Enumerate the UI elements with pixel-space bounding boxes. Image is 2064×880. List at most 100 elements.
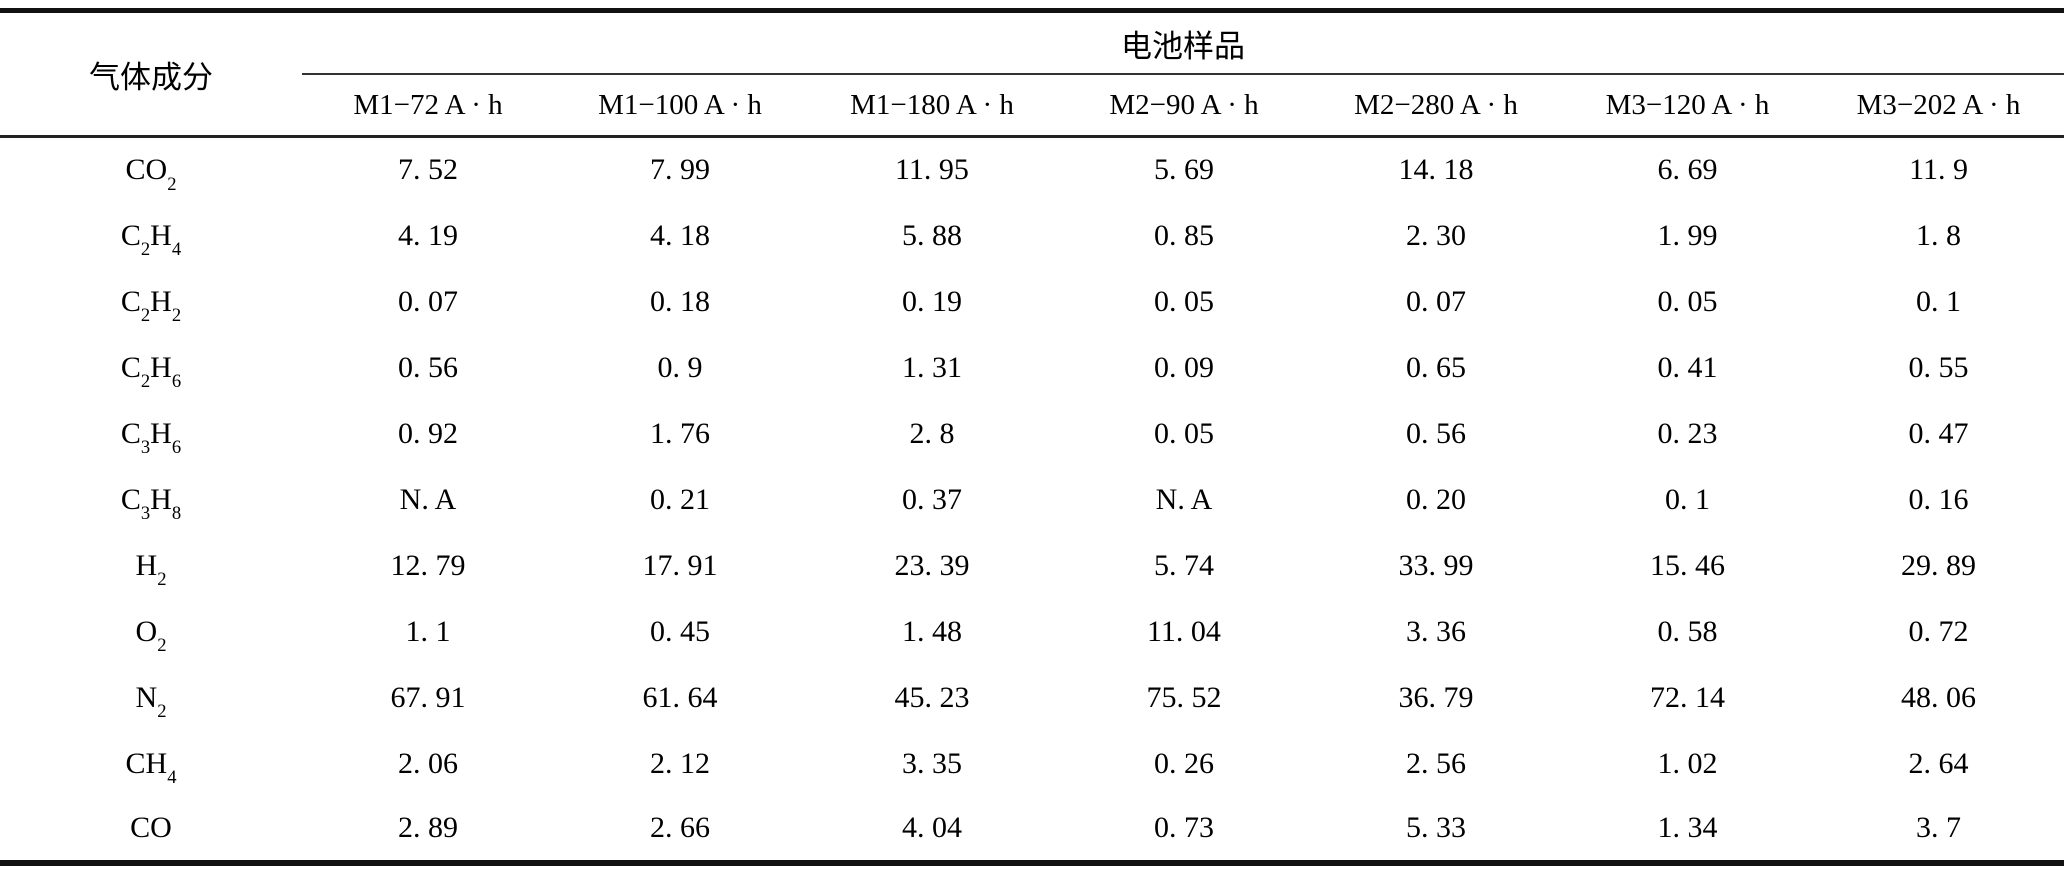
value-cell: N. A: [1155, 482, 1213, 516]
value-cell: 0. 05: [1154, 284, 1214, 318]
value-cell: 0. 1: [1665, 482, 1710, 516]
value-cell: 0. 05: [1657, 284, 1718, 318]
value-cell: 0. 92: [398, 416, 458, 450]
value-cell: 1. 48: [902, 614, 962, 648]
value-cell: 11. 9: [1909, 153, 1968, 187]
value-cell: 0. 73: [1154, 811, 1214, 844]
value-cell: 67. 91: [390, 680, 466, 714]
value-cell: 2. 06: [398, 746, 458, 780]
value-cell: 0. 37: [902, 482, 962, 516]
table-row: CO 2. 89 2. 66 4. 04 0. 73 5. 33 1. 34 3. 7: [0, 797, 2064, 863]
value-cell: 0. 05: [1154, 416, 1214, 450]
table-row: N2 67. 91 61. 64 45. 23 75. 52 36. 79 72. 14 48…: [0, 665, 2064, 731]
value-cell: 1. 1: [405, 614, 451, 648]
column-header: M3−120 A · h: [1605, 88, 1770, 121]
gas-label: C2H4: [120, 218, 182, 260]
value-cell: 2. 89: [398, 811, 458, 844]
table-row: C2H6 0. 56 0. 9 1. 31 0. 09 0. 65 0. 41 0. 55: [0, 335, 2064, 401]
value-cell: 2. 30: [1406, 218, 1466, 252]
column-header: M3−202 A · h: [1856, 88, 2021, 121]
column-header: M1−100 A · h: [598, 88, 762, 121]
value-cell: 0. 56: [398, 350, 458, 384]
table-row: C3H8 N. A 0. 21 0. 37 N. A 0. 20 0. 1 0. 16: [0, 467, 2064, 533]
gas-label: CO2: [125, 153, 177, 195]
gas-label: C3H8: [120, 482, 182, 524]
value-cell: 0. 47: [1908, 416, 1969, 450]
value-cell: 7. 99: [650, 153, 710, 187]
value-cell: 0. 9: [657, 350, 703, 384]
table-body: CO2 7. 52 7. 99 11. 95 5. 69 14. 18 6. 69 11. 9…: [0, 137, 2064, 863]
gas-label: C2H2: [120, 284, 182, 326]
value-cell: 15. 46: [1650, 548, 1725, 582]
column-header: M1−72 A · h: [353, 88, 503, 121]
value-cell: 0. 23: [1657, 416, 1718, 450]
column-header-row: M1−72 A · h M1−100 A · h M1−180 A · h M2−90…: [0, 74, 2064, 137]
column-group-title: 电池样品: [302, 10, 2064, 75]
gas-label: CO: [130, 811, 172, 844]
value-cell: 0. 18: [650, 284, 710, 318]
column-header: M2−280 A · h: [1354, 88, 1518, 121]
value-cell: 45. 23: [894, 680, 970, 714]
table-row: O2 1. 1 0. 45 1. 48 11. 04 3. 36 0. 58 0. 72: [0, 599, 2064, 665]
value-cell: 1. 8: [1916, 218, 1962, 252]
value-cell: 3. 7: [1916, 811, 1962, 844]
value-cell: 1. 02: [1657, 746, 1718, 780]
value-cell: 4. 19: [398, 218, 458, 252]
value-cell: 75. 52: [1146, 680, 1222, 714]
table-row: C2H2 0. 07 0. 18 0. 19 0. 05 0. 07 0. 05 0. 1: [0, 269, 2064, 335]
column-header: M2−90 A · h: [1109, 88, 1259, 121]
value-cell: 2. 64: [1908, 746, 1969, 780]
value-cell: 5. 33: [1406, 811, 1466, 844]
value-cell: 0. 19: [902, 284, 962, 318]
column-header: M1−180 A · h: [850, 88, 1014, 121]
value-cell: 5. 69: [1154, 153, 1214, 187]
value-cell: 5. 74: [1154, 548, 1214, 582]
table-row: CO2 7. 52 7. 99 11. 95 5. 69 14. 18 6. 69 11. 9: [0, 137, 2064, 203]
value-cell: 0. 72: [1908, 614, 1969, 648]
value-cell: 4. 04: [902, 811, 962, 844]
value-cell: 0. 1: [1916, 284, 1962, 318]
value-cell: 0. 16: [1908, 482, 1969, 516]
value-cell: 3. 36: [1406, 614, 1466, 648]
value-cell: 2. 8: [909, 416, 955, 450]
gas-label: H2: [135, 548, 167, 590]
value-cell: 2. 66: [650, 811, 710, 844]
value-cell: 0. 20: [1406, 482, 1466, 516]
table-row: C3H6 0. 92 1. 76 2. 8 0. 05 0. 56 0. 23 0. 47: [0, 401, 2064, 467]
value-cell: 1. 34: [1657, 811, 1718, 844]
value-cell: 29. 89: [1901, 548, 1977, 582]
value-cell: 0. 07: [1406, 284, 1466, 318]
value-cell: 72. 14: [1650, 680, 1725, 714]
value-cell: 7. 52: [398, 153, 458, 187]
value-cell: 0. 09: [1154, 350, 1214, 384]
value-cell: 11. 95: [895, 153, 969, 187]
gas-label: C3H6: [120, 416, 182, 458]
value-cell: 0. 26: [1154, 746, 1214, 780]
value-cell: 33. 99: [1398, 548, 1474, 582]
value-cell: 3. 35: [902, 746, 962, 780]
row-header-title: 气体成分: [89, 59, 213, 95]
table-row: C2H4 4. 19 4. 18 5. 88 0. 85 2. 30 1. 99 1. 8: [0, 203, 2064, 269]
value-cell: N. A: [399, 482, 457, 516]
value-cell: 0. 65: [1406, 350, 1466, 384]
value-cell: 0. 07: [398, 284, 458, 318]
gas-label: O2: [135, 614, 167, 656]
value-cell: 1. 31: [902, 350, 962, 384]
gas-label: CH4: [125, 746, 177, 788]
gas-composition-table: 气体成分 电池样品 M1−72 A · h M1−100 A · h M1−180 …: [0, 8, 2064, 866]
value-cell: 12. 79: [390, 548, 466, 582]
table-header: 气体成分 电池样品 M1−72 A · h M1−100 A · h M1−180 …: [0, 10, 2064, 137]
value-cell: 36. 79: [1398, 680, 1474, 714]
value-cell: 11. 04: [1147, 614, 1221, 648]
value-cell: 0. 45: [650, 614, 710, 648]
value-cell: 1. 99: [1657, 218, 1718, 252]
value-cell: 6. 69: [1657, 153, 1718, 187]
value-cell: 4. 18: [650, 218, 710, 252]
value-cell: 17. 91: [642, 548, 718, 582]
value-cell: 48. 06: [1901, 680, 1977, 714]
value-cell: 14. 18: [1398, 153, 1474, 187]
value-cell: 23. 39: [894, 548, 970, 582]
value-cell: 0. 21: [650, 482, 710, 516]
value-cell: 0. 56: [1406, 416, 1466, 450]
